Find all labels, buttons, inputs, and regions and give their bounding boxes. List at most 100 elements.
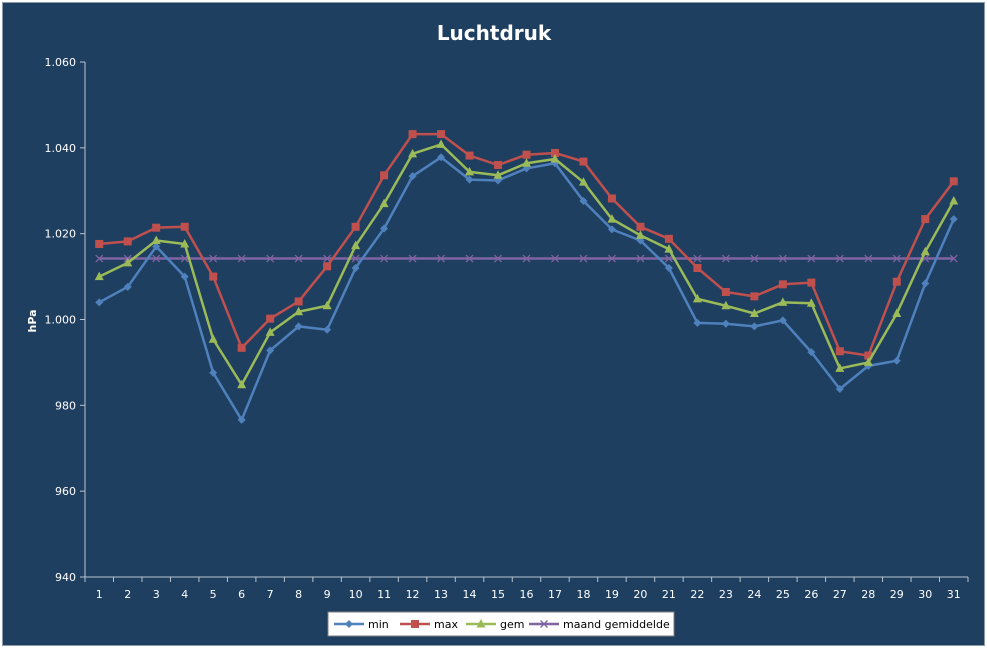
series-gem (94, 139, 959, 389)
data-point-gem (123, 257, 133, 267)
data-point-max (807, 278, 816, 287)
data-point-min (664, 264, 673, 272)
y-tick-label: 940 (55, 571, 76, 584)
data-point-maand-gemiddelde (579, 254, 588, 263)
data-point-maand-gemiddelde (323, 254, 332, 263)
data-point-gem (408, 148, 418, 158)
data-point-max (437, 130, 446, 139)
data-point-gem (180, 238, 190, 248)
data-point-maand-gemiddelde (664, 254, 673, 263)
x-tick-label: 4 (181, 588, 188, 601)
data-point-max (721, 288, 730, 297)
legend-label: gem (500, 618, 524, 631)
data-point-gem (635, 230, 645, 239)
data-point-max (921, 215, 930, 224)
series-max (95, 130, 958, 360)
data-point-maand-gemiddelde (778, 254, 787, 263)
data-point-gem (522, 158, 531, 167)
data-point-max (494, 161, 503, 169)
data-point-max (351, 222, 360, 231)
data-point-max (123, 237, 132, 246)
legend-marker (345, 620, 353, 628)
data-point-maand-gemiddelde (750, 254, 759, 263)
data-point-maand-gemiddelde (294, 254, 303, 263)
x-tick-label: 16 (520, 588, 534, 601)
data-point-max (949, 177, 958, 186)
data-point-max (579, 157, 588, 166)
data-point-max (892, 277, 901, 286)
data-point-max (408, 130, 417, 139)
y-axis-title: hPa (26, 309, 39, 332)
data-point-max (237, 343, 246, 352)
legend-label: max (434, 618, 458, 631)
legend-item-gem: gem (466, 618, 524, 631)
data-point-gem (721, 300, 731, 310)
x-tick-label: 18 (576, 588, 590, 601)
x-tick-label: 24 (747, 588, 761, 601)
x-tick-label: 9 (324, 588, 331, 601)
y-tick-label: 1.040 (45, 142, 77, 155)
data-point-min (949, 215, 958, 224)
data-point-min (209, 368, 218, 377)
data-point-max (266, 314, 275, 323)
chart-title: Luchtdruk (437, 21, 552, 45)
x-tick-label: 5 (210, 588, 217, 601)
data-point-maand-gemiddelde (864, 254, 873, 263)
data-point-maand-gemiddelde (522, 254, 531, 263)
data-point-maand-gemiddelde (494, 254, 502, 263)
x-tick-label: 6 (238, 588, 245, 601)
x-tick-label: 23 (719, 588, 733, 601)
data-point-maand-gemiddelde (351, 254, 360, 263)
data-point-maand-gemiddelde (721, 254, 730, 263)
data-point-max (522, 150, 531, 159)
data-point-maand-gemiddelde (835, 254, 844, 263)
data-point-min (892, 356, 901, 365)
data-point-gem (692, 293, 702, 303)
data-point-maand-gemiddelde (209, 254, 218, 263)
legend: min max gem maand gemiddelde (327, 611, 675, 637)
data-point-maand-gemiddelde (465, 254, 474, 263)
legend-item-max: max (400, 618, 458, 631)
data-point-gem (265, 327, 275, 336)
series-maand-gemiddelde (95, 254, 958, 263)
data-point-gem (778, 297, 788, 306)
legend-marker (411, 620, 419, 628)
data-point-gem (322, 300, 332, 310)
data-point-gem (550, 153, 560, 163)
series-line-gem (98, 143, 955, 386)
data-point-min (180, 272, 189, 281)
legend-marker (476, 619, 486, 628)
data-point-gem (151, 235, 161, 245)
data-point-gem (806, 298, 816, 307)
data-point-maand-gemiddelde (892, 254, 901, 263)
x-tick-label: 3 (153, 588, 160, 601)
data-point-max (465, 151, 474, 160)
data-point-min (237, 415, 246, 424)
data-point-maand-gemiddelde (607, 254, 616, 263)
x-tick-label: 31 (947, 588, 961, 601)
x-tick-label: 1 (96, 588, 103, 601)
y-tick-label: 1.060 (45, 56, 77, 69)
data-point-maand-gemiddelde (152, 254, 161, 263)
x-ticks: 1 2 3 4 5 6 7 8 9 10 11 12 13 14 15 16 17 18 19 20 21 22 23 24 2… (84, 577, 969, 601)
data-point-gem (835, 363, 845, 372)
data-point-max (323, 262, 332, 271)
data-point-maand-gemiddelde (95, 254, 104, 263)
x-tick-label: 21 (662, 588, 676, 601)
legend-item-maand-gemiddelde: maand gemiddelde (529, 618, 670, 631)
data-point-min (807, 348, 816, 357)
data-point-gem (436, 139, 446, 148)
data-point-gem (208, 334, 218, 343)
data-point-maand-gemiddelde (807, 254, 816, 263)
data-point-max (152, 223, 161, 232)
data-point-max (607, 194, 616, 203)
line-chart: Luchtdruk hPa 940 960 980 1.000 1.020 1.040 1.… (26, 21, 969, 637)
data-point-maand-gemiddelde (949, 254, 958, 263)
data-point-maand-gemiddelde (237, 254, 246, 263)
data-point-maand-gemiddelde (551, 254, 559, 263)
data-point-min (294, 322, 303, 331)
data-point-maand-gemiddelde (693, 254, 702, 263)
data-point-max (864, 351, 873, 360)
data-point-gem (379, 198, 389, 208)
